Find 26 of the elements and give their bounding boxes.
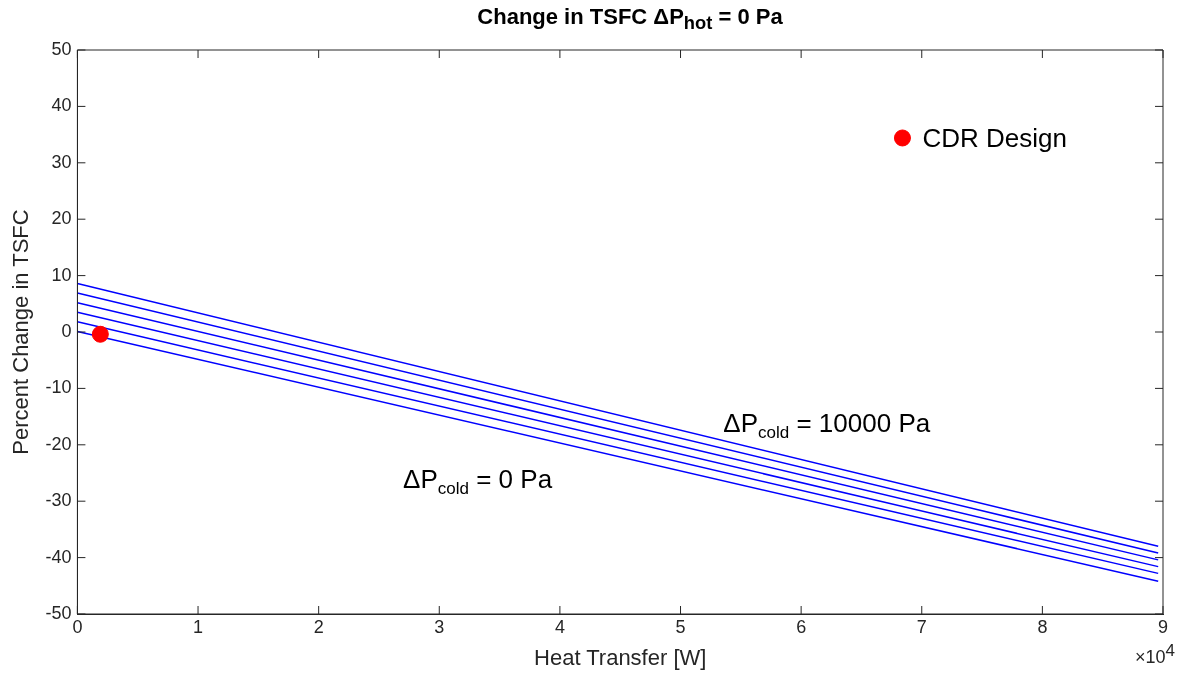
y-tick-label: -10	[45, 377, 72, 398]
annotation: CDR Design	[922, 122, 1067, 153]
y-tick-label: -50	[45, 602, 72, 623]
y-tick-label: 20	[51, 208, 72, 229]
x-tick-label: 5	[675, 616, 686, 637]
x-axis-title: Heat Transfer [W]	[534, 644, 707, 670]
y-tick-label: 10	[51, 264, 72, 285]
y-tick-label: 40	[51, 95, 72, 116]
x-tick-label: 3	[434, 616, 445, 637]
y-axis-title: Percent Change in TSFC	[8, 209, 34, 455]
x-tick-label: 7	[916, 616, 927, 637]
x-tick-label: 4	[554, 616, 565, 637]
y-tick-label: 50	[51, 38, 72, 59]
x-tick-label: 2	[313, 616, 324, 637]
y-tick-label: 30	[51, 151, 72, 172]
x-tick-label: 6	[796, 616, 807, 637]
x-tick-label: 8	[1037, 616, 1048, 637]
x-tick-label: 9	[1157, 616, 1169, 637]
y-tick-label: -40	[45, 546, 72, 567]
chart-title: Change in TSFC ΔP$_{hot}$ = 0 Pa	[476, 4, 784, 35]
x-tick-label: 1	[193, 616, 204, 637]
y-tick-label: 0	[61, 320, 72, 341]
y-tick-label: -30	[45, 490, 72, 511]
annotation: ΔP$_{cold}$ = 10000 Pa	[723, 407, 931, 442]
y-tick-label: -20	[45, 433, 72, 454]
annotation: ΔP$_{cold}$ = 0 Pa	[403, 463, 553, 499]
